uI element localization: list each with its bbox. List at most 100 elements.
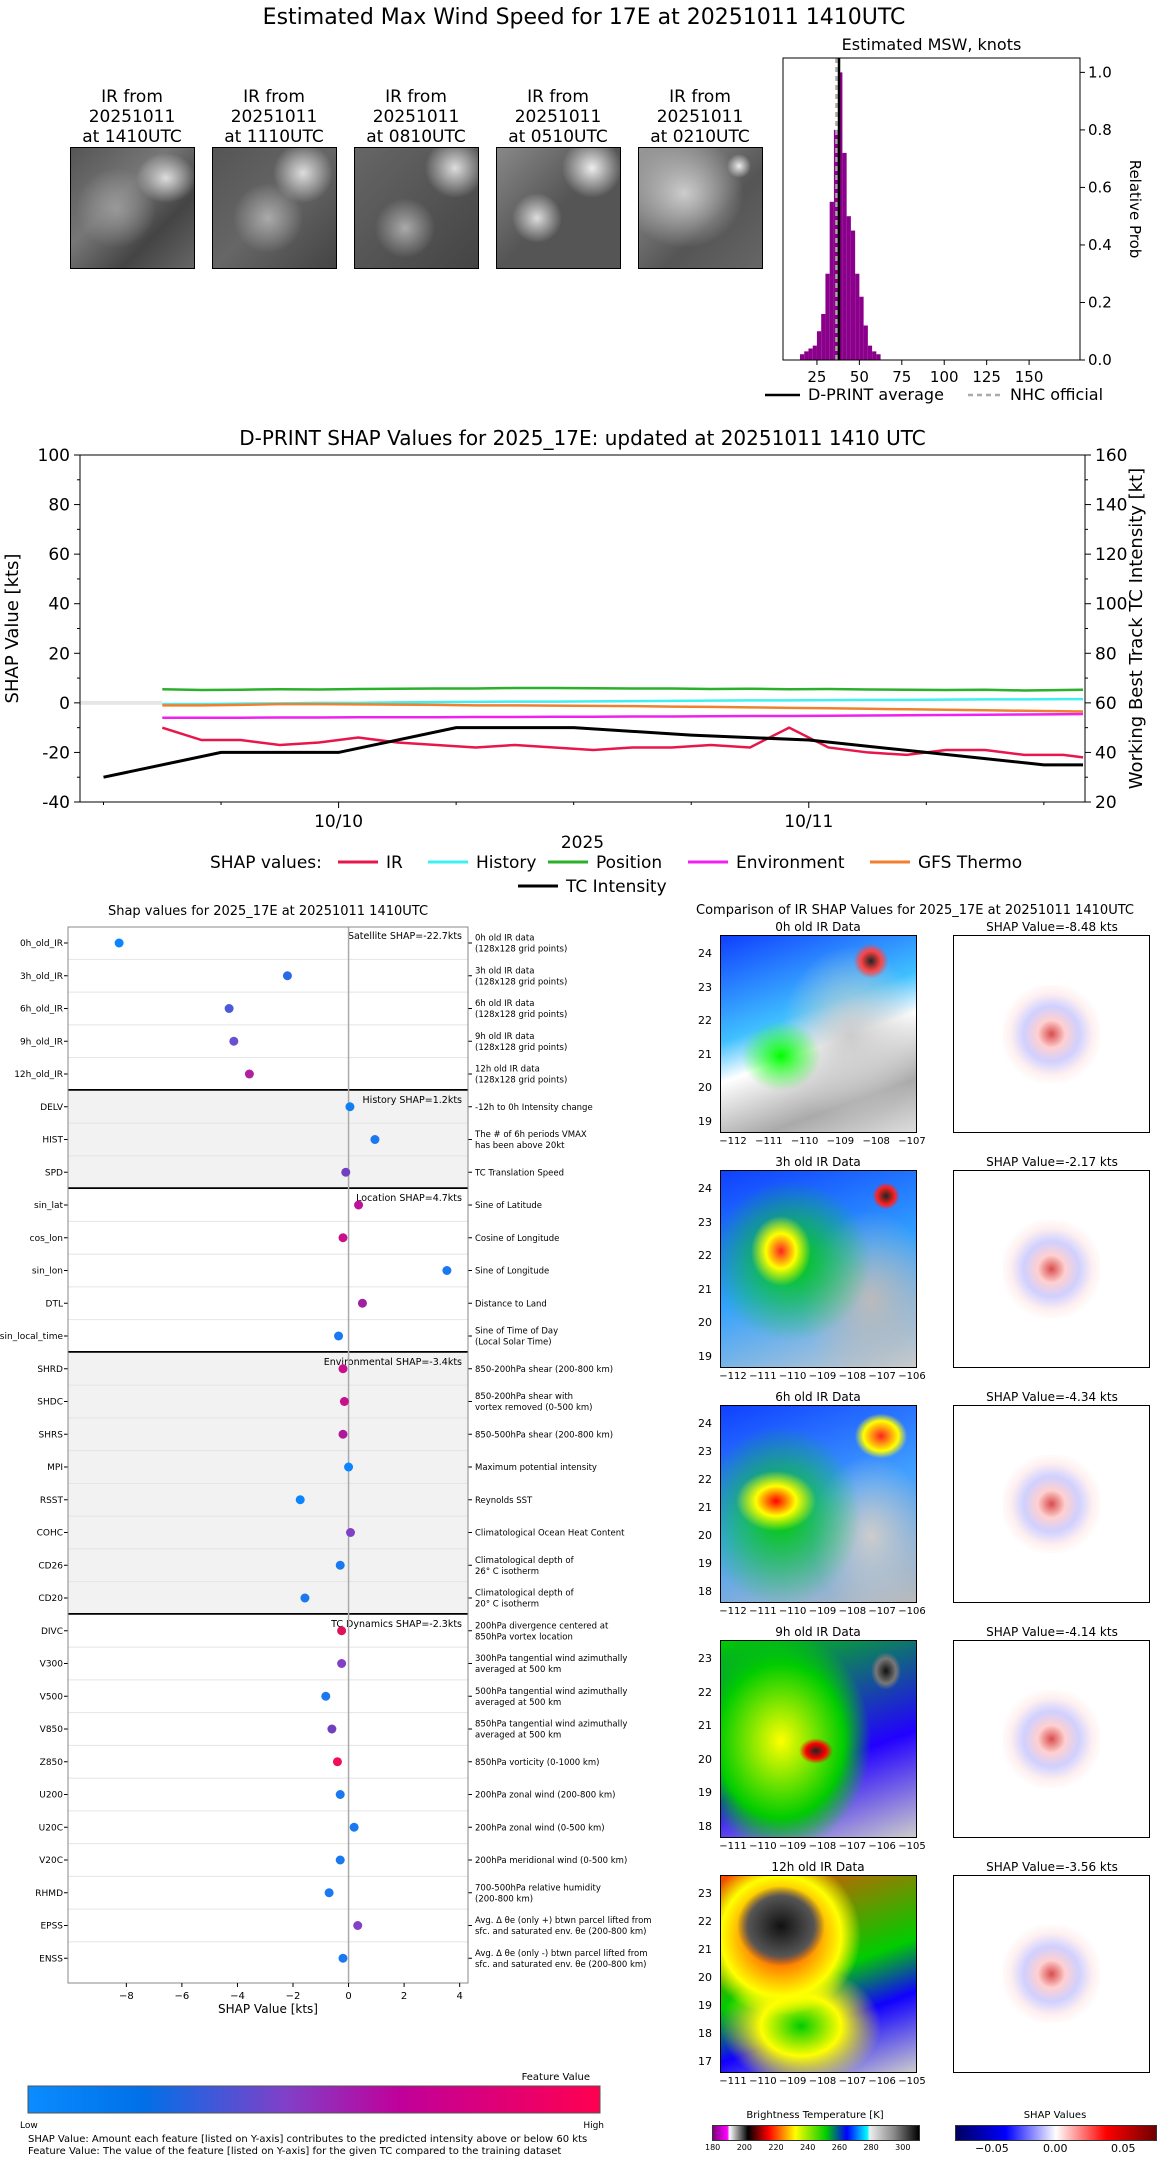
feature-description: 500hPa tangential wind azimuthally	[475, 1687, 627, 1697]
x-axis-label: 2025	[561, 833, 604, 853]
ir-thumbnail-label-line: 20251011	[88, 107, 176, 127]
ir-thumbnail-label: IR from 20251011 at 0510UTC	[488, 87, 628, 147]
y-right-tick-label: 20	[1095, 793, 1117, 813]
lat-tick-label: 20	[698, 1752, 712, 1766]
ir-thumbnail-label-line: at 0210UTC	[650, 127, 750, 147]
lon-tick-label: −108	[838, 1371, 867, 1382]
x-tick-label: 0	[345, 1991, 351, 2002]
feature-point-12h_old_IR	[244, 1069, 254, 1079]
lat-tick-label: 22	[698, 1014, 712, 1028]
lon-tick-label: −106	[898, 1606, 926, 1617]
feature-point-RHMD	[324, 1888, 334, 1898]
feature-description: has been above 20kt	[475, 1141, 565, 1151]
y-tick-label: 0	[59, 694, 70, 714]
shap-feature-plot: Satellite SHAP=-22.7kts History SHAP=1.2k…	[0, 904, 652, 2131]
lon-tick-label: −111	[749, 1606, 777, 1617]
lon-tick-label: −106	[868, 2076, 896, 2087]
lat-tick-label: 20	[698, 1529, 712, 1542]
ir-panel-title: 3h old IR Data	[775, 1155, 861, 1169]
feature-description: 200hPa divergence centered at	[475, 1621, 609, 1631]
histogram-bar	[863, 325, 868, 360]
ir-brightness-image	[720, 1875, 917, 2073]
feature-label: 0h_old_IR	[20, 939, 63, 949]
lon-tick-label: −105	[898, 2076, 926, 2087]
shap-map-image	[953, 935, 1150, 1133]
histogram-bar	[799, 354, 805, 360]
msw-histogram: 25 50 75 100 125 150 0.0 0.2 0.4 0.6 0.8 1.0 Estimat…	[765, 35, 1144, 404]
x-tick-label: −8	[119, 1991, 134, 2002]
ir-brightness-image	[720, 1640, 917, 1838]
feature-point-SHRS	[338, 1429, 348, 1439]
lon-tick-label: −105	[898, 1841, 926, 1852]
feature-point-6h_old_IR	[224, 1004, 234, 1013]
y-tick-label: -20	[42, 743, 70, 763]
feature-point-Z850	[332, 1757, 342, 1767]
group-summary-label: Satellite SHAP=-22.7kts	[348, 931, 462, 942]
footnote-feature: Feature Value: The value of the feature …	[28, 2146, 562, 2157]
feature-description: 200hPa zonal wind (0-500 km)	[475, 1823, 605, 1833]
series-line-gfs-thermo	[162, 702, 1084, 713]
lat-tick-label: 18	[698, 1585, 712, 1598]
shap-panel-title: SHAP Value=-2.17 kts	[986, 1155, 1118, 1169]
footnote-shap: SHAP Value: Amount each feature [listed …	[28, 2134, 588, 2145]
feature-description: Avg. Δ θe (only -) btwn parcel lifted fr…	[475, 1949, 648, 1959]
histogram-bar	[812, 345, 817, 360]
ir-thumbnail-label: IR from 20251011 at 1110UTC	[204, 87, 344, 147]
series-line-environment	[162, 712, 1084, 719]
feature-description: 850-200hPa shear (200-800 km)	[475, 1365, 613, 1375]
series-line-ir	[161, 726, 1084, 759]
feature-description: 850-200hPa shear with	[475, 1392, 573, 1402]
bt-tick-label: 240	[800, 2143, 816, 2152]
ir-thumbnail-label: IR from 20251011 at 1410UTC	[62, 87, 202, 147]
x-axis-label: SHAP Value [kts]	[218, 2002, 318, 2016]
y-right-tick-label: 120	[1095, 545, 1127, 565]
lat-tick-label: 21	[698, 1719, 712, 1733]
bt-colorbar-label: Brightness Temperature [K]	[746, 2110, 884, 2121]
series-line-position	[162, 686, 1084, 692]
histogram-bar	[821, 313, 826, 360]
ir-thumbnail-image	[496, 147, 621, 269]
histogram-bar	[804, 351, 809, 360]
y-tick-label: 0.8	[1088, 121, 1112, 139]
feature-label: EPSS	[40, 1922, 63, 1932]
feature-description: (Local Solar Time)	[475, 1338, 552, 1348]
y-tick-label: 0.0	[1088, 351, 1112, 369]
ir-brightness-image	[720, 1170, 917, 1368]
feature-label: V300	[40, 1660, 64, 1670]
x-tick-label: 125	[972, 368, 1001, 386]
histogram-bar	[825, 273, 830, 360]
feature-point-3h_old_IR	[282, 971, 292, 981]
lat-tick-label: 23	[698, 1887, 712, 1900]
lat-tick-label: 22	[698, 1249, 712, 1263]
feature-description: 300hPa tangential wind azimuthally	[475, 1654, 627, 1664]
lat-tick-label: 20	[698, 1316, 712, 1330]
y-right-tick-label: 80	[1095, 644, 1117, 664]
feature-description: Avg. Δ θe (only +) btwn parcel lifted fr…	[475, 1916, 652, 1926]
lon-tick-label: −112	[719, 1371, 747, 1382]
lon-tick-label: −112	[719, 1136, 747, 1147]
feature-description: Sine of Longitude	[475, 1267, 549, 1277]
lon-tick-label: −109	[826, 1136, 855, 1147]
group-summary-label: Environmental SHAP=-3.4kts	[324, 1357, 462, 1368]
lon-tick-label: −106	[868, 1841, 896, 1852]
lat-tick-label: 22	[698, 1685, 712, 1699]
feature-point-MPI	[344, 1462, 354, 1472]
feature-point-V500	[321, 1691, 331, 1701]
ir-thumbnail-image	[638, 147, 763, 269]
ir-thumbnail-label-line: at 0810UTC	[366, 127, 466, 147]
feature-description: 9h old IR data	[475, 1032, 534, 1042]
histogram-title: Estimated MSW, knots	[842, 35, 1022, 54]
lat-tick-label: 24	[698, 1417, 712, 1430]
feature-description: sfc. and saturated env. θe (200-800 km)	[475, 1927, 647, 1937]
feature-description: (128x128 grid points)	[475, 1076, 567, 1086]
ir-thumbnail-label-line: IR from	[669, 87, 731, 107]
lon-tick-label: −108	[808, 2076, 837, 2087]
timeseries-title: D-PRINT SHAP Values for 2025_17E: update…	[239, 426, 926, 450]
shap-values-colorbar	[955, 2125, 1157, 2141]
feature-description: sfc. and saturated env. θe (200-800 km)	[475, 1960, 647, 1970]
legend-nhc-label: NHC official	[1010, 385, 1103, 404]
feature-label: SHRD	[37, 1365, 63, 1375]
feature-label: DTL	[46, 1299, 63, 1309]
ir-thumbnail-label-line: 20251011	[372, 107, 460, 127]
